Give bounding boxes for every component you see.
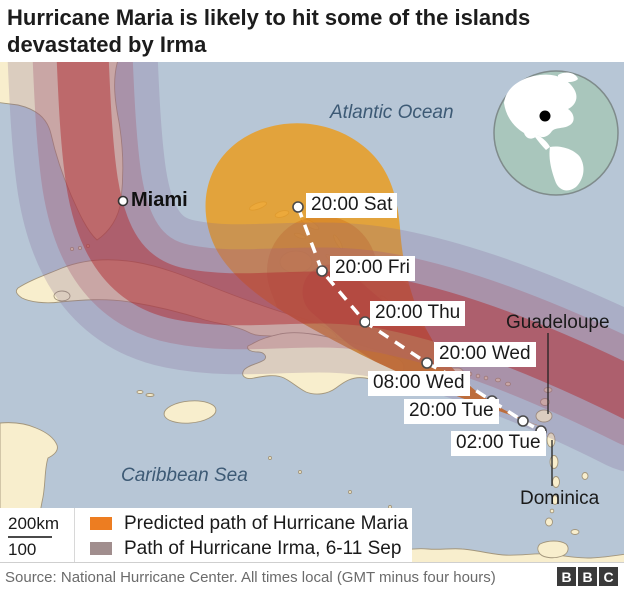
bbc-logo-block: C <box>599 567 618 586</box>
track-label-tue20: 20:00 Tue <box>404 399 499 424</box>
guadeloupe-label: Guadeloupe <box>506 312 610 333</box>
scale-km: 200km <box>8 514 60 533</box>
track-label-wed08: 08:00 Wed <box>368 371 470 396</box>
legend-row-irma: Path of Hurricane Irma, 6-11 Sep <box>90 536 412 561</box>
track-dot <box>421 357 433 369</box>
source-text: Source: National Hurricane Center. All t… <box>5 569 496 586</box>
scale-miles: 100 miles <box>8 540 48 562</box>
land-south-america <box>384 548 624 562</box>
scale-box: 200km 100 miles <box>0 508 75 562</box>
miami-label: Miami <box>131 189 188 211</box>
bbc-logo-block: B <box>557 567 576 586</box>
legend-swatch-maria <box>90 517 112 530</box>
track-label-wed20: 20:00 Wed <box>434 342 536 367</box>
dominica-label: Dominica <box>520 488 600 509</box>
track-label-fri: 20:00 Fri <box>330 256 415 281</box>
track-label-thu: 20:00 Thu <box>370 301 466 326</box>
legend-label-maria: Predicted path of Hurricane Maria <box>124 512 409 534</box>
map-graphics <box>0 62 624 562</box>
land-jamaica <box>163 400 217 424</box>
globe-location-dot <box>539 110 551 122</box>
caribbean-sea-label: Caribbean Sea <box>121 465 248 486</box>
legend-swatch-irma <box>90 542 112 555</box>
scale-bar <box>8 536 52 538</box>
irma-path-bands <box>7 62 624 471</box>
globe-continents <box>504 72 584 191</box>
atlantic-ocean-label: Atlantic Ocean <box>330 102 454 123</box>
legend-row-maria: Predicted path of Hurricane Maria <box>90 511 412 536</box>
header: Hurricane Maria is likely to hit some of… <box>0 0 624 62</box>
bbc-logo: B B C <box>557 567 618 586</box>
bbc-logo-block: B <box>578 567 597 586</box>
track-label-tue02: 02:00 Tue <box>451 431 546 456</box>
track-dot <box>517 415 529 427</box>
hurricane-map: Atlantic Ocean Caribbean Sea Miami 20:00… <box>0 62 624 562</box>
track-label-sat: 20:00 Sat <box>306 193 398 218</box>
globe-inset <box>493 70 619 196</box>
track-dot <box>316 265 328 277</box>
footer: Source: National Hurricane Center. All t… <box>0 562 624 589</box>
land-lesser-antilles <box>495 377 589 535</box>
track-dot <box>292 201 304 213</box>
track-dot <box>359 316 371 328</box>
miami-dot <box>117 195 129 207</box>
legend: Predicted path of Hurricane Maria Path o… <box>75 508 412 562</box>
legend-label-irma: Path of Hurricane Irma, 6-11 Sep <box>124 537 402 559</box>
page-title: Hurricane Maria is likely to hit some of… <box>7 5 531 57</box>
